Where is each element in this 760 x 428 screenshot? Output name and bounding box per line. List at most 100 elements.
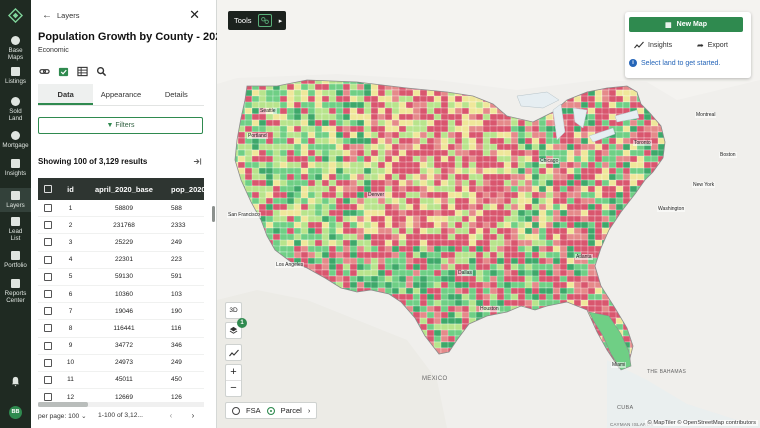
county-cell[interactable]	[251, 107, 260, 115]
county-cell[interactable]	[363, 95, 372, 103]
county-cell[interactable]	[356, 143, 365, 151]
county-cell[interactable]	[587, 299, 597, 307]
county-cell[interactable]	[398, 161, 408, 169]
collapse-icon[interactable]	[193, 157, 202, 166]
county-cell[interactable]	[552, 167, 561, 175]
county-cell[interactable]	[335, 107, 344, 115]
county-cell[interactable]	[237, 131, 246, 139]
table-row[interactable]: 8 116441 116	[38, 320, 204, 338]
table-row[interactable]: 12 12669 126	[38, 389, 204, 402]
county-cell[interactable]	[601, 203, 610, 211]
county-cell[interactable]	[587, 203, 597, 211]
county-cell[interactable]	[538, 131, 548, 139]
county-cell[interactable]	[461, 215, 470, 223]
next-page-button[interactable]: ›	[191, 411, 195, 420]
county-cell[interactable]	[265, 149, 275, 157]
county-cell[interactable]	[300, 95, 309, 103]
row-checkbox[interactable]	[44, 307, 52, 316]
county-cell[interactable]	[461, 131, 471, 139]
county-cell[interactable]	[580, 299, 590, 307]
county-cell[interactable]	[370, 233, 379, 241]
county-cell[interactable]	[468, 161, 478, 169]
county-cell[interactable]	[370, 239, 380, 247]
county-cell[interactable]	[510, 299, 519, 307]
county-cell[interactable]	[608, 113, 617, 121]
county-cell[interactable]	[391, 119, 401, 127]
nav-item-reports-center[interactable]: Reports Center	[0, 276, 31, 307]
link-icon[interactable]	[39, 66, 50, 77]
county-cell[interactable]	[594, 173, 603, 181]
county-cell[interactable]	[335, 119, 344, 127]
county-cell[interactable]	[510, 257, 520, 265]
county-cell[interactable]	[615, 107, 624, 115]
county-cell[interactable]	[503, 203, 513, 211]
county-cell[interactable]	[321, 191, 331, 199]
county-cell[interactable]	[398, 209, 407, 217]
county-cell[interactable]	[433, 197, 442, 205]
county-cell[interactable]	[482, 101, 491, 109]
county-cell[interactable]	[300, 137, 310, 145]
county-cell[interactable]	[391, 143, 400, 151]
county-cell[interactable]	[475, 143, 485, 151]
county-cell[interactable]	[314, 185, 324, 193]
county-cell[interactable]	[300, 101, 310, 109]
county-cell[interactable]	[384, 251, 393, 259]
county-cell[interactable]	[363, 269, 373, 277]
county-cell[interactable]	[601, 161, 610, 169]
close-icon[interactable]: ✕	[189, 7, 200, 22]
county-cell[interactable]	[475, 167, 484, 175]
county-cell[interactable]	[447, 305, 457, 313]
county-cell[interactable]	[454, 257, 464, 265]
county-cell[interactable]	[489, 227, 499, 235]
county-cell[interactable]	[307, 143, 316, 151]
county-cell[interactable]	[321, 239, 330, 247]
county-cell[interactable]	[384, 233, 393, 241]
county-cell[interactable]	[279, 203, 289, 211]
county-cell[interactable]	[566, 233, 576, 241]
county-cell[interactable]	[454, 227, 464, 235]
nav-item-portfolio[interactable]: Portfolio	[0, 248, 31, 272]
county-cell[interactable]	[412, 239, 422, 247]
county-cell[interactable]	[356, 119, 366, 127]
county-cell[interactable]	[328, 179, 338, 187]
county-cell[interactable]	[405, 185, 415, 193]
county-cell[interactable]	[377, 149, 386, 157]
county-cell[interactable]	[643, 131, 653, 139]
county-cell[interactable]	[391, 149, 401, 157]
county-cell[interactable]	[524, 275, 534, 283]
county-cell[interactable]	[349, 209, 358, 217]
county-cell[interactable]	[447, 269, 457, 277]
county-cell[interactable]	[538, 263, 547, 271]
county-cell[interactable]	[356, 215, 365, 223]
county-cell[interactable]	[552, 287, 561, 295]
county-cell[interactable]	[510, 263, 519, 271]
county-cell[interactable]	[377, 215, 386, 223]
county-cell[interactable]	[545, 125, 555, 133]
county-cell[interactable]	[314, 209, 323, 217]
county-cell[interactable]	[398, 167, 408, 175]
county-cell[interactable]	[468, 257, 477, 265]
county-cell[interactable]	[573, 293, 582, 301]
county-cell[interactable]	[447, 335, 456, 343]
county-cell[interactable]	[447, 155, 457, 163]
county-cell[interactable]	[510, 209, 520, 217]
county-cell[interactable]	[279, 131, 288, 139]
county-cell[interactable]	[398, 113, 407, 121]
county-cell[interactable]	[510, 287, 519, 295]
county-cell[interactable]	[356, 89, 365, 97]
county-cell[interactable]	[531, 239, 541, 247]
zoom-in-button[interactable]: +	[226, 365, 241, 381]
county-cell[interactable]	[412, 245, 421, 253]
county-cell[interactable]	[412, 293, 421, 301]
table-row[interactable]: 10 24973 249	[38, 355, 204, 372]
county-cell[interactable]	[398, 143, 407, 151]
county-cell[interactable]	[307, 83, 316, 91]
county-cell[interactable]	[426, 275, 436, 283]
county-cell[interactable]	[300, 149, 309, 157]
county-cell[interactable]	[496, 173, 506, 181]
county-cell[interactable]	[489, 275, 498, 283]
county-cell[interactable]	[363, 203, 373, 211]
county-cell[interactable]	[398, 119, 408, 127]
county-cell[interactable]	[524, 179, 534, 187]
county-cell[interactable]	[566, 215, 576, 223]
